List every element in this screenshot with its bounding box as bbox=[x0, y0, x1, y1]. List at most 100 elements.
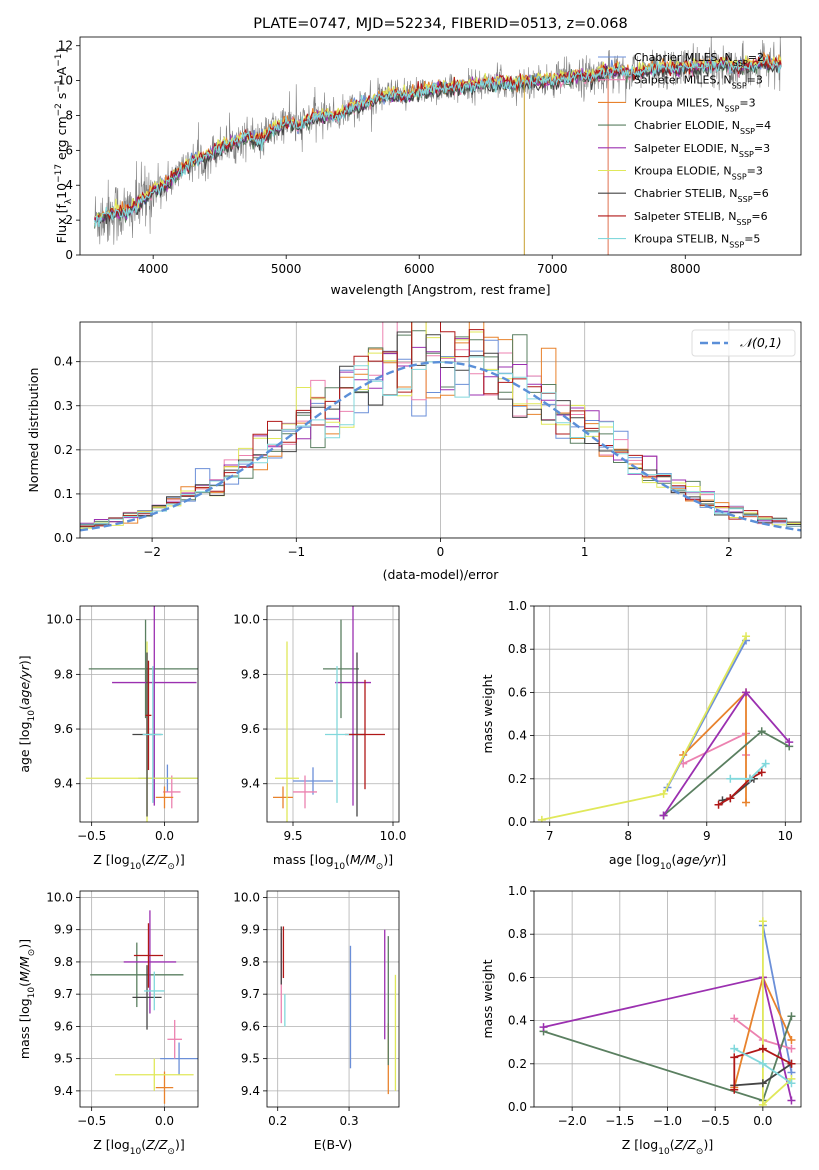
y-tick-label: 9.5 bbox=[241, 1052, 260, 1066]
x-tick-label: −0.5 bbox=[701, 1114, 730, 1128]
weight-marker bbox=[787, 1044, 796, 1053]
panel-residuals: −2 −1 0 1 2 0.0 0.1 0.2 0.3 0.4 (data-model)/error… bbox=[26, 321, 802, 582]
x-axis-label: E(B-V) bbox=[314, 1137, 353, 1152]
axes-frame bbox=[79, 890, 199, 1108]
y-tick-label: 9.8 bbox=[241, 667, 260, 681]
weight-marker bbox=[679, 759, 688, 768]
x-tick-label: −0.5 bbox=[77, 829, 106, 843]
x-tick-label: −1.0 bbox=[653, 1114, 682, 1128]
weight-line-2 bbox=[682, 690, 747, 803]
axes-frame bbox=[533, 605, 802, 823]
x-tick-label: 4000 bbox=[138, 262, 169, 276]
x-tick-label: 1 bbox=[581, 545, 589, 559]
weight-marker bbox=[785, 738, 794, 747]
axes-frame bbox=[79, 605, 199, 823]
y-tick-label: 0.6 bbox=[508, 685, 527, 699]
y-tick-label: 9.4 bbox=[241, 1084, 260, 1098]
weight-marker bbox=[742, 688, 751, 697]
legend-entry: Kroupa MILES, NSSP=3 bbox=[634, 96, 756, 113]
y-tick-label: 0.0 bbox=[54, 531, 73, 545]
legend-entry: 𝒩(0,1) bbox=[740, 335, 782, 350]
y-tick-label: 9.9 bbox=[241, 923, 260, 937]
y-tick-label: 0.6 bbox=[508, 970, 527, 984]
y-tick-label: 9.8 bbox=[54, 955, 73, 969]
weight-marker bbox=[659, 789, 668, 798]
weight-marker bbox=[730, 1085, 739, 1094]
x-tick-label: 8 bbox=[624, 829, 632, 843]
legend-entry: Salpeter STELIB, NSSP=6 bbox=[634, 210, 768, 227]
y-axis-label: mass [log10(M/M⊙)] bbox=[17, 939, 37, 1059]
y-tick-label: 0.4 bbox=[54, 355, 73, 369]
x-tick-label: 6000 bbox=[404, 262, 435, 276]
y-tick-label: 10 bbox=[58, 74, 73, 88]
x-tick-label: 0 bbox=[437, 545, 445, 559]
y-tick-label: 9.8 bbox=[54, 667, 73, 681]
y-tick-label: 0.4 bbox=[508, 1014, 527, 1028]
weight-marker bbox=[758, 1100, 767, 1107]
y-tick-label: 8 bbox=[65, 108, 73, 122]
weight-marker bbox=[787, 1012, 796, 1021]
y-tick-label: 10.0 bbox=[233, 613, 260, 627]
y-tick-label: 2 bbox=[65, 213, 73, 227]
y-tick-label: 9.9 bbox=[54, 923, 73, 937]
legend-entry: Chabrier ELODIE, NSSP=4 bbox=[634, 119, 771, 136]
legend-entry: Kroupa STELIB, NSSP=5 bbox=[634, 233, 760, 250]
y-tick-label: 0 bbox=[65, 248, 73, 262]
panel-weight_vs_Z: −2.0 −1.5 −1.0 −0.5 0.0 0.0 0.2 0.4 0.6 0.8 1.0 Z [… bbox=[480, 884, 802, 1157]
y-tick-label: 10.0 bbox=[46, 613, 73, 627]
axes-frame bbox=[533, 890, 802, 1108]
x-tick-label: 10.0 bbox=[380, 829, 407, 843]
panel-weight_vs_age: 7 8 9 10 0.0 0.2 0.4 0.6 0.8 1.0 age [log10(age/yr… bbox=[480, 599, 802, 872]
panel-mass_vs_Z: −0.5 0.0 9.4 9.5 9.6 9.7 9.8 9.9 10.0 Z [log10(Z/… bbox=[17, 890, 199, 1157]
weight-marker bbox=[714, 800, 723, 809]
x-tick-label: 7 bbox=[546, 829, 554, 843]
plot-area bbox=[80, 322, 801, 538]
y-tick-label: 0.2 bbox=[508, 772, 527, 786]
x-tick-label: 0.3 bbox=[340, 1114, 359, 1128]
x-axis-label: mass [log10(M/M⊙)] bbox=[273, 852, 393, 872]
weight-marker bbox=[787, 1036, 796, 1045]
y-tick-label: 9.7 bbox=[54, 987, 73, 1001]
axes-frame bbox=[266, 890, 400, 1108]
weight-line-8 bbox=[730, 763, 767, 780]
y-tick-label: 0.0 bbox=[508, 815, 527, 829]
plot-area bbox=[80, 891, 198, 1107]
x-tick-label: −1.5 bbox=[605, 1114, 634, 1128]
x-tick-label: 8000 bbox=[670, 262, 701, 276]
y-tick-label: 6 bbox=[65, 143, 73, 157]
weight-marker bbox=[726, 774, 735, 783]
plot-area bbox=[267, 891, 399, 1107]
x-axis-label: wavelength [Angstrom, rest frame] bbox=[330, 282, 550, 297]
weight-marker bbox=[745, 774, 754, 783]
x-axis-label: (data-model)/error bbox=[383, 567, 500, 582]
y-tick-label: 9.6 bbox=[241, 1019, 260, 1033]
weight-marker bbox=[539, 1023, 548, 1032]
y-axis-label: mass weight bbox=[480, 959, 495, 1038]
weight-line-5 bbox=[541, 635, 747, 821]
y-tick-label: 12 bbox=[58, 39, 73, 53]
y-tick-label: 9.6 bbox=[54, 722, 73, 736]
weight-line-3 bbox=[663, 730, 790, 817]
axes-frame bbox=[266, 605, 400, 823]
weight-marker bbox=[787, 1096, 796, 1105]
plot-area bbox=[94, 37, 782, 255]
weight-marker bbox=[742, 632, 751, 641]
weight-marker bbox=[757, 768, 766, 777]
model-line-6 bbox=[94, 61, 782, 225]
x-tick-label: −1 bbox=[287, 545, 305, 559]
weight-marker bbox=[659, 811, 668, 820]
y-tick-label: 9.4 bbox=[54, 1084, 73, 1098]
weight-marker bbox=[758, 917, 767, 926]
plot-area bbox=[267, 606, 399, 822]
weight-marker bbox=[787, 1079, 796, 1088]
weight-marker bbox=[758, 1079, 767, 1088]
y-tick-label: 4 bbox=[65, 178, 73, 192]
y-tick-label: 0.8 bbox=[508, 642, 527, 656]
legend-entry: Salpeter ELODIE, NSSP=3 bbox=[634, 142, 770, 159]
y-tick-label: 9.6 bbox=[241, 722, 260, 736]
legend-box bbox=[691, 329, 796, 357]
chart-title: PLATE=0747, MJD=52234, FIBERID=0513, z=0… bbox=[253, 16, 627, 32]
x-tick-label: 0.2 bbox=[268, 1114, 287, 1128]
x-tick-label: 7000 bbox=[537, 262, 568, 276]
